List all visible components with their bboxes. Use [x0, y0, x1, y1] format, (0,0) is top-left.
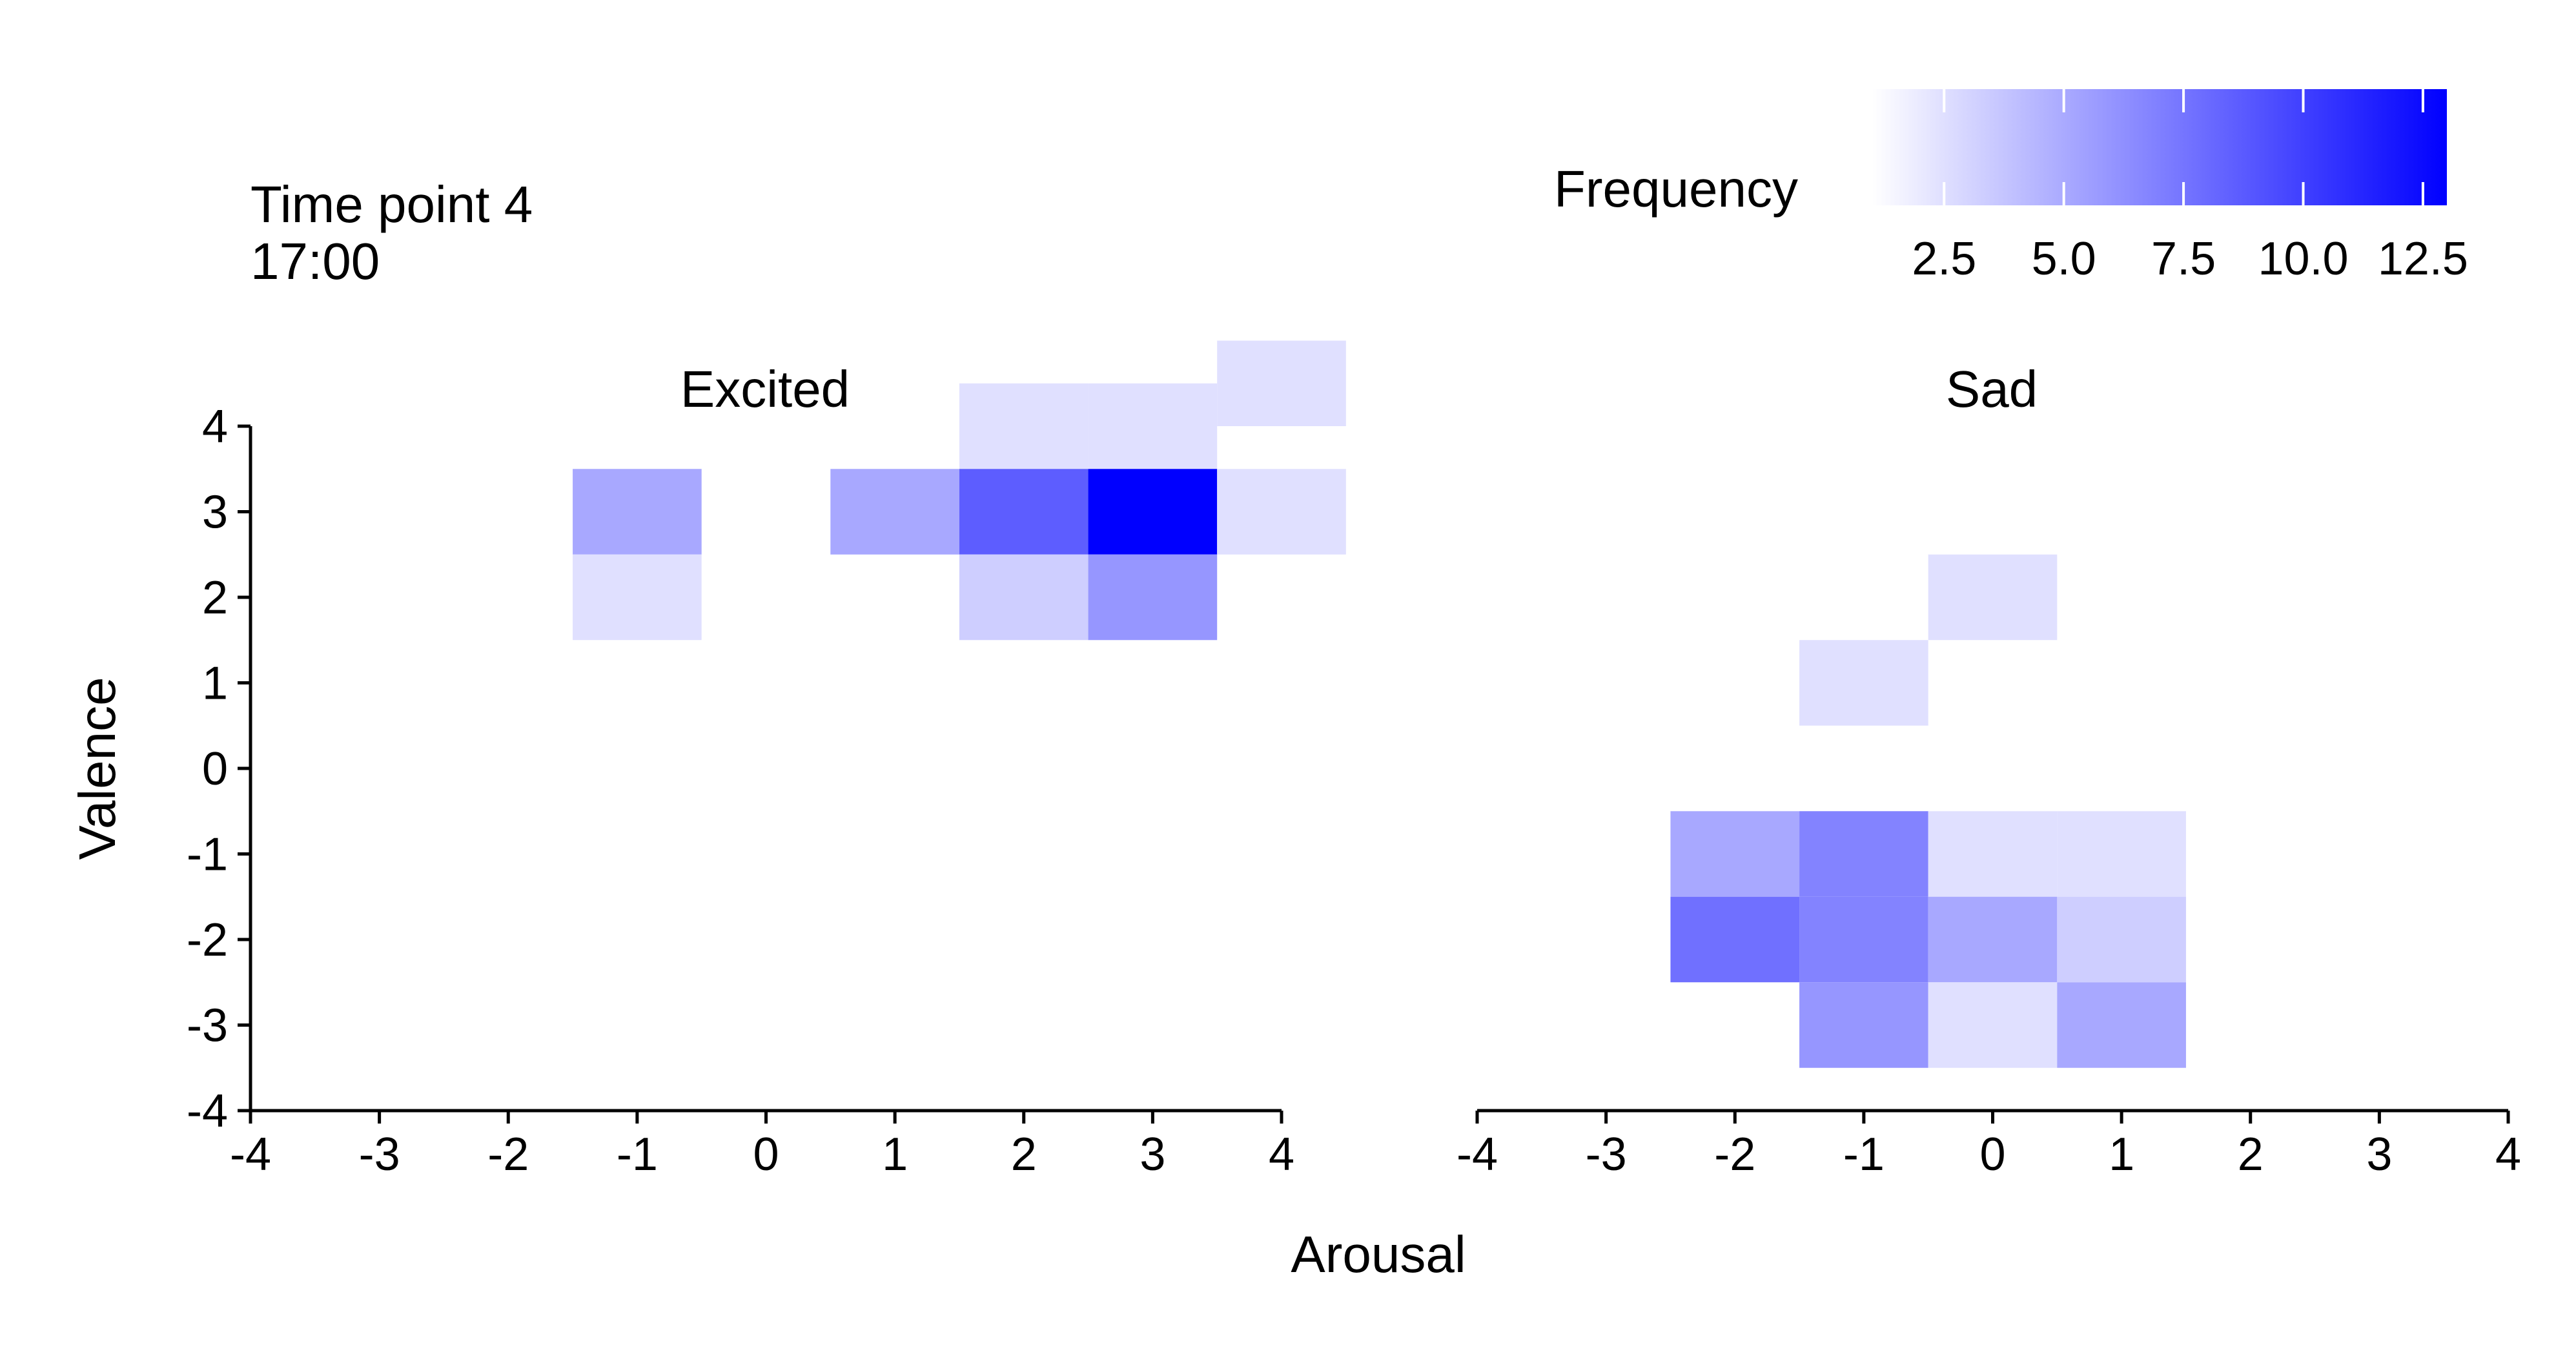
- excited-cell: [1217, 340, 1346, 426]
- legend-ticks: 2.5 5.0 7.5 10.0 12.5: [1912, 89, 2468, 285]
- sad-cell: [2057, 896, 2186, 983]
- sad-cell: [1670, 896, 1800, 983]
- legend-title: Frequency: [1554, 160, 1798, 218]
- sad-heatmap-cells: [1670, 554, 2186, 1068]
- sad-cell: [1928, 811, 2058, 897]
- excited-cell: [959, 469, 1089, 555]
- x-tick-label: 1: [2109, 1129, 2134, 1180]
- excited-cell: [1088, 469, 1218, 555]
- sad-cell: [2057, 982, 2186, 1068]
- sad-cell: [2057, 811, 2186, 897]
- sad-cell: [1928, 896, 2058, 983]
- excited-axes: -4 -3 -2 -1 0 1 2 3 4 -4 -3 -2 -1 0 1 2 3 4: [187, 401, 1294, 1180]
- y-axis-title: Valence: [68, 677, 126, 859]
- x-axis-title: Arousal: [1291, 1226, 1466, 1283]
- excited-heatmap-cells: [573, 340, 1346, 641]
- sad-axes: -4 -3 -2 -1 0 1 2 3 4: [1457, 1109, 2521, 1180]
- excited-cell: [573, 554, 702, 641]
- x-tick-label: 2: [1011, 1129, 1037, 1180]
- excited-cell: [1217, 469, 1346, 555]
- x-tick-label: 3: [1140, 1129, 1165, 1180]
- x-tick-label: -4: [1457, 1129, 1498, 1180]
- excited-cell: [830, 469, 959, 555]
- color-legend: Frequency 2.5 5.0 7.5 10.0 12.5: [1554, 89, 2468, 285]
- legend-tick-label: 10.0: [2258, 233, 2348, 285]
- facet-title-sad: Sad: [1946, 360, 2038, 418]
- x-tick-label: 0: [1979, 1129, 2005, 1180]
- x-tick-label: -1: [1843, 1129, 1885, 1180]
- x-tick-label: -2: [1714, 1129, 1755, 1180]
- legend-tick-label: 12.5: [2378, 233, 2468, 285]
- sad-cell: [1799, 896, 1928, 983]
- legend-tick-label: 2.5: [1912, 233, 1976, 285]
- y-tick-label: -4: [187, 1085, 228, 1137]
- y-tick-label: -3: [187, 1000, 228, 1052]
- annotation-line1: Time point 4: [250, 176, 533, 233]
- x-tick-label: 4: [1269, 1129, 1294, 1180]
- x-tick-label: 2: [2238, 1129, 2264, 1180]
- x-tick-label: 0: [753, 1129, 779, 1180]
- sad-cell: [1670, 811, 1800, 897]
- x-tick-label: -3: [1586, 1129, 1627, 1180]
- excited-cell: [959, 383, 1089, 469]
- excited-cell: [573, 469, 702, 555]
- y-tick-label: 4: [202, 401, 228, 453]
- panel-excited: Excited -4 -3 -2 -1 0 1 2 3 4 -4 -3 -2 -1 0 1 2 3 4: [187, 340, 1346, 1180]
- y-tick-label: 0: [202, 743, 228, 795]
- y-tick-label: 3: [202, 487, 228, 539]
- x-tick-label: -3: [359, 1129, 400, 1180]
- sad-cell: [1799, 640, 1928, 726]
- y-tick-label: -1: [187, 829, 228, 881]
- sad-cell: [1928, 554, 2058, 641]
- y-tick-label: -2: [187, 914, 228, 966]
- x-tick-label: 4: [2495, 1129, 2521, 1180]
- annotation-line2: 17:00: [250, 232, 380, 290]
- legend-colorbar: [1872, 89, 2447, 205]
- excited-cell: [1088, 383, 1218, 469]
- x-tick-label: -1: [617, 1129, 658, 1180]
- y-tick-label: 2: [202, 572, 228, 624]
- x-tick-label: 1: [882, 1129, 908, 1180]
- sad-cell: [1928, 982, 2058, 1068]
- x-tick-label: -4: [230, 1129, 271, 1180]
- x-tick-label: 3: [2366, 1129, 2392, 1180]
- x-tick-label: -2: [487, 1129, 529, 1180]
- facet-title-excited: Excited: [680, 360, 850, 418]
- panel-sad: Sad -4 -3 -2 -1 0 1 2 3 4: [1457, 360, 2521, 1180]
- legend-tick-label: 5.0: [2032, 233, 2096, 285]
- legend-tick-label: 7.5: [2151, 233, 2216, 285]
- excited-cell: [959, 554, 1089, 641]
- y-tick-label: 1: [202, 658, 228, 710]
- excited-cell: [1088, 554, 1218, 641]
- sad-cell: [1799, 811, 1928, 897]
- sad-cell: [1799, 982, 1928, 1068]
